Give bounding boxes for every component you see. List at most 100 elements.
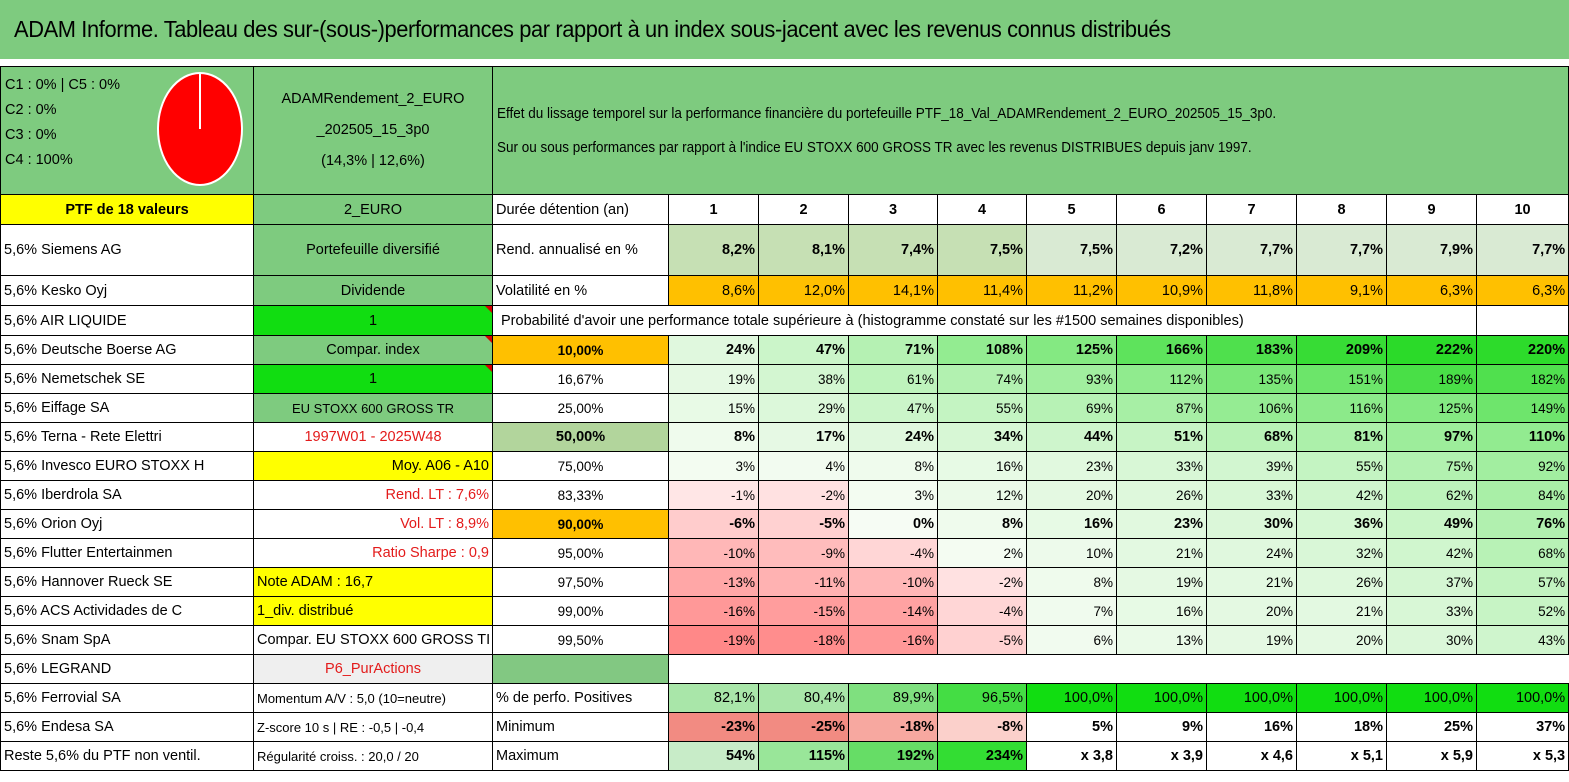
probability-value: 112% bbox=[1116, 364, 1207, 394]
minimum-value: -23% bbox=[668, 712, 759, 742]
info-cell: Compar. EU STOXX 600 GROSS TI bbox=[253, 625, 493, 655]
description-cell: Effet du lissage temporel sur la perform… bbox=[491, 66, 1569, 195]
positives-value: 100,0% bbox=[1296, 683, 1387, 713]
probability-value: 135% bbox=[1206, 364, 1297, 394]
probability-threshold: 99,50% bbox=[492, 625, 669, 655]
info-cell: Régularité croiss. : 20,0 / 20 bbox=[253, 741, 493, 771]
holding-name: 5,6% Endesa SA bbox=[0, 712, 254, 742]
holding-name: 5,6% Nemetschek SE bbox=[0, 364, 254, 394]
probability-value: 23% bbox=[1116, 509, 1207, 539]
probability-value: 15% bbox=[668, 393, 759, 423]
probability-value: 106% bbox=[1206, 393, 1297, 423]
probability-value: 110% bbox=[1475, 422, 1569, 452]
positives-value: 100,0% bbox=[1475, 683, 1569, 713]
maximum-value: x 5,1 bbox=[1296, 741, 1387, 771]
probability-row: 5,6% Terna - Rete Elettri 1997W01 - 2025W… bbox=[0, 422, 1569, 452]
info-cell: Ratio Sharpe : 0,9 bbox=[253, 538, 493, 568]
probability-row: 5,6% Flutter Entertainmen Ratio Sharpe : … bbox=[0, 538, 1569, 568]
holding-name: 5,6% Invesco EURO STOXX H bbox=[0, 451, 254, 481]
probability-value: 47% bbox=[848, 393, 938, 423]
volatility-value: 9,1% bbox=[1296, 275, 1387, 306]
probability-value: -4% bbox=[848, 538, 938, 568]
minimum-value: 18% bbox=[1296, 712, 1387, 742]
probability-threshold: 50,00% bbox=[492, 422, 669, 452]
category-line: C3 : 0% bbox=[5, 127, 57, 143]
probability-row: 5,6% Iberdrola SA Rend. LT : 7,6% 83,33% -1… bbox=[0, 480, 1569, 510]
probability-value: 108% bbox=[937, 335, 1027, 365]
volatility-value: 10,9% bbox=[1116, 275, 1207, 306]
probability-value: 17% bbox=[758, 422, 849, 452]
annual-return-label: Rend. annualisé en % bbox=[492, 224, 669, 276]
info-cell: Compar. index bbox=[253, 335, 493, 365]
probability-row: 5,6% Hannover Rueck SE Note ADAM : 16,7 97… bbox=[0, 567, 1569, 597]
probability-value: 21% bbox=[1116, 538, 1207, 568]
probability-value: 149% bbox=[1475, 393, 1569, 423]
maximum-value: x 5,3 bbox=[1475, 741, 1569, 771]
probability-value: 183% bbox=[1206, 335, 1297, 365]
holding-name: 5,6% Orion Oyj bbox=[0, 509, 254, 539]
probability-value: 42% bbox=[1296, 480, 1387, 510]
holding-name: 5,6% Kesko Oyj bbox=[0, 275, 254, 306]
maximum-value: 54% bbox=[668, 741, 759, 771]
probability-row: 5,6% Deutsche Boerse AG Compar. index 10,0… bbox=[0, 335, 1569, 365]
volatility-row: 5,6% Kesko Oyj Dividende Volatilité en % 8,… bbox=[0, 275, 1569, 306]
holding-name: 5,6% Ferrovial SA bbox=[0, 683, 254, 713]
year-header: 3 bbox=[848, 194, 938, 225]
positives-value: 80,4% bbox=[758, 683, 849, 713]
probability-value: 24% bbox=[668, 335, 759, 365]
year-header: 9 bbox=[1386, 194, 1477, 225]
maximum-value: x 5,9 bbox=[1386, 741, 1477, 771]
minimum-value: 16% bbox=[1206, 712, 1297, 742]
minimum-value: 37% bbox=[1475, 712, 1569, 742]
probability-threshold: 75,00% bbox=[492, 451, 669, 481]
holding-name: 5,6% Siemens AG bbox=[0, 224, 254, 276]
probability-value: 42% bbox=[1386, 538, 1477, 568]
probability-value: 39% bbox=[1206, 451, 1297, 481]
probability-value: 125% bbox=[1026, 335, 1117, 365]
probability-threshold: 25,00% bbox=[492, 393, 669, 423]
probability-value: 37% bbox=[1386, 567, 1477, 597]
probability-value: 38% bbox=[758, 364, 849, 394]
year-header: 6 bbox=[1116, 194, 1207, 225]
probability-value: -2% bbox=[758, 480, 849, 510]
probability-value: -18% bbox=[758, 625, 849, 655]
holding-name: 5,6% Eiffage SA bbox=[0, 393, 254, 423]
description-line2: Sur ou sous performances par rapport à l… bbox=[497, 139, 1252, 156]
probability-value: -10% bbox=[668, 538, 759, 568]
category-line: C4 : 100% bbox=[5, 152, 73, 168]
probability-row: 5,6% Orion Oyj Vol. LT : 8,9% 90,00% -6% -5%… bbox=[0, 509, 1569, 539]
performance-table: C1 : 0% | C5 : 0% C2 : 0% C3 : 0% C4 : 1… bbox=[0, 66, 1569, 771]
probability-row: 5,6% Eiffage SA EU STOXX 600 GROSS TR 25,0… bbox=[0, 393, 1569, 423]
probability-value: 47% bbox=[758, 335, 849, 365]
probability-value: 24% bbox=[848, 422, 938, 452]
category-line: C1 : 0% | C5 : 0% bbox=[5, 77, 120, 93]
probability-value: 13% bbox=[1116, 625, 1207, 655]
description-line1: Effet du lissage temporel sur la perform… bbox=[497, 105, 1277, 122]
probability-value: 116% bbox=[1296, 393, 1387, 423]
probability-value: 74% bbox=[937, 364, 1027, 394]
probability-value: 151% bbox=[1296, 364, 1387, 394]
portfolio-name-line1: ADAMRendement_2_EURO bbox=[281, 91, 465, 107]
probability-value: -16% bbox=[848, 625, 938, 655]
minimum-label: Minimum bbox=[492, 712, 669, 742]
maximum-value: 192% bbox=[848, 741, 938, 771]
info-cell: 1 bbox=[253, 364, 493, 394]
minimum-value: -25% bbox=[758, 712, 849, 742]
positives-value: 100,0% bbox=[1206, 683, 1297, 713]
info-cell: Rend. LT : 7,6% bbox=[253, 480, 493, 510]
category-pie-chart bbox=[157, 72, 243, 186]
annual-return-row: 5,6% Siemens AG Portefeuille diversifié Re… bbox=[0, 224, 1569, 276]
category-breakdown: C1 : 0% | C5 : 0% C2 : 0% C3 : 0% C4 : 1… bbox=[0, 66, 254, 195]
volatility-value: 8,6% bbox=[668, 275, 759, 306]
probability-value: -6% bbox=[668, 509, 759, 539]
probability-value: -5% bbox=[937, 625, 1027, 655]
volatility-value: 11,2% bbox=[1026, 275, 1117, 306]
probability-value: 19% bbox=[1206, 625, 1297, 655]
probability-value: 97% bbox=[1386, 422, 1477, 452]
probability-value: 55% bbox=[937, 393, 1027, 423]
annual-return-value: 7,7% bbox=[1475, 224, 1569, 276]
probability-value: 33% bbox=[1206, 480, 1297, 510]
probability-value: -13% bbox=[668, 567, 759, 597]
probability-value: 26% bbox=[1116, 480, 1207, 510]
probability-value: 49% bbox=[1386, 509, 1477, 539]
